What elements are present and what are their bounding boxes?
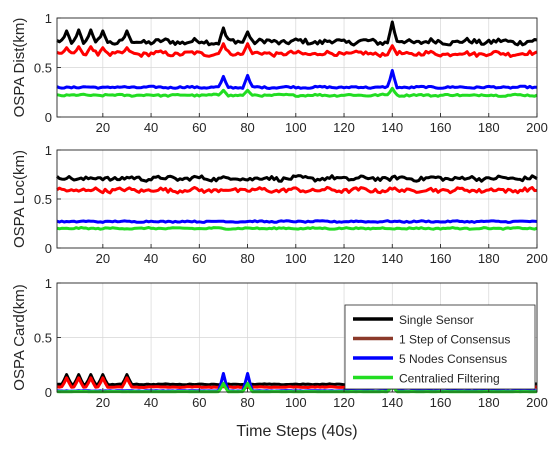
- x-tick-label: 120: [333, 395, 355, 410]
- y-tick-label: 1: [45, 143, 52, 158]
- y-tick-label: 0: [45, 241, 52, 256]
- x-tick-label: 80: [240, 120, 254, 135]
- series-line-1-step-of-consensus: [56, 42, 538, 58]
- x-tick-label: 200: [526, 120, 548, 135]
- x-tick-label: 140: [381, 395, 403, 410]
- y-axis-label: OSPA Loc(km): [11, 150, 28, 248]
- x-tick-label: 140: [381, 120, 403, 135]
- x-tick-label: 140: [381, 251, 403, 266]
- y-tick-label: 0.5: [34, 331, 52, 346]
- x-tick-label: 180: [478, 395, 500, 410]
- x-tick-label: 40: [144, 251, 158, 266]
- legend-label: 1 Step of Consensus: [399, 333, 510, 347]
- legend-label: 5 Nodes Consensus: [399, 352, 507, 366]
- x-tick-label: 60: [192, 395, 206, 410]
- x-tick-label: 20: [96, 120, 110, 135]
- x-tick-label: 60: [192, 251, 206, 266]
- series-line-single-sensor: [56, 174, 538, 183]
- series-line-centralied-filtering: [56, 86, 538, 98]
- y-tick-label: 0: [45, 110, 52, 125]
- y-axis-label: OSPA Card(km): [11, 284, 28, 390]
- x-tick-label: 80: [240, 251, 254, 266]
- panel-2: [56, 149, 538, 249]
- panel-1: [56, 17, 538, 118]
- y-tick-label: 1: [45, 276, 52, 291]
- series-line-1-step-of-consensus: [56, 185, 538, 195]
- x-tick-label: 160: [430, 120, 452, 135]
- y-axis-label: OSPA Dist(km): [11, 18, 28, 118]
- series-line-5-nodes-consensus: [56, 219, 538, 224]
- x-tick-label: 200: [526, 395, 548, 410]
- y-tick-label: 0.5: [34, 61, 52, 76]
- legend: [344, 304, 536, 390]
- x-tick-label: 120: [333, 120, 355, 135]
- x-tick-label: 180: [478, 251, 500, 266]
- x-tick-label: 100: [285, 120, 307, 135]
- x-tick-label: 60: [192, 120, 206, 135]
- x-tick-label: 40: [144, 395, 158, 410]
- x-tick-label: 160: [430, 395, 452, 410]
- legend-label: Single Sensor: [399, 313, 474, 327]
- x-axis-label: Time Steps (40s): [236, 423, 357, 440]
- x-tick-label: 20: [96, 395, 110, 410]
- series-line-single-sensor: [56, 20, 538, 47]
- x-tick-label: 160: [430, 251, 452, 266]
- series-line-5-nodes-consensus: [56, 69, 537, 90]
- x-tick-label: 100: [285, 251, 307, 266]
- x-tick-label: 40: [144, 120, 158, 135]
- x-tick-label: 180: [478, 120, 500, 135]
- legend-label: Centralied Filtering: [399, 372, 500, 386]
- x-tick-label: 200: [526, 251, 548, 266]
- y-tick-label: 0.5: [34, 192, 52, 207]
- x-tick-label: 100: [285, 395, 307, 410]
- x-tick-label: 120: [333, 251, 355, 266]
- series-line-centralied-filtering: [56, 226, 538, 231]
- y-tick-label: 0: [45, 385, 52, 400]
- y-tick-label: 1: [45, 11, 52, 26]
- x-tick-label: 20: [96, 251, 110, 266]
- x-tick-label: 80: [240, 395, 254, 410]
